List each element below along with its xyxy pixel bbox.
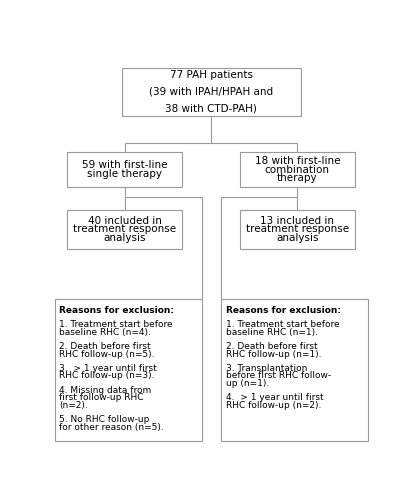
Text: 2. Death before first: 2. Death before first	[225, 342, 317, 351]
Text: 3.  > 1 year until first: 3. > 1 year until first	[59, 364, 157, 373]
Text: analysis: analysis	[276, 233, 318, 243]
Text: RHC follow-up (n=3).: RHC follow-up (n=3).	[59, 372, 155, 380]
Text: therapy: therapy	[277, 173, 318, 183]
Text: 1. Treatment start before: 1. Treatment start before	[59, 320, 173, 330]
Text: RHC follow-up (n=2).: RHC follow-up (n=2).	[225, 400, 321, 409]
FancyBboxPatch shape	[55, 298, 201, 441]
Text: Reasons for exclusion:: Reasons for exclusion:	[59, 306, 175, 314]
Text: 4. Missing data from: 4. Missing data from	[59, 386, 152, 395]
Text: RHC follow-up (n=1).: RHC follow-up (n=1).	[225, 350, 321, 358]
Text: 2. Death before first: 2. Death before first	[59, 342, 151, 351]
Text: 5. No RHC follow-up: 5. No RHC follow-up	[59, 416, 150, 424]
Text: 4.  > 1 year until first: 4. > 1 year until first	[225, 394, 323, 402]
Text: (n=2).: (n=2).	[59, 400, 88, 409]
FancyBboxPatch shape	[240, 210, 355, 248]
Text: baseline RHC (n=4).: baseline RHC (n=4).	[59, 328, 151, 336]
Text: single therapy: single therapy	[87, 169, 162, 179]
Text: for other reason (n=5).: for other reason (n=5).	[59, 422, 164, 432]
Text: Reasons for exclusion:: Reasons for exclusion:	[225, 306, 341, 314]
Text: 38 with CTD-PAH): 38 with CTD-PAH)	[165, 104, 257, 114]
Text: up (n=1).: up (n=1).	[225, 379, 269, 388]
Text: combination: combination	[265, 164, 330, 174]
Text: analysis: analysis	[104, 233, 146, 243]
FancyBboxPatch shape	[68, 152, 183, 187]
Text: 77 PAH patients: 77 PAH patients	[170, 70, 253, 80]
FancyBboxPatch shape	[240, 152, 355, 187]
FancyBboxPatch shape	[221, 298, 368, 441]
Text: 1. Treatment start before: 1. Treatment start before	[225, 320, 339, 330]
Text: 59 with first-line: 59 with first-line	[82, 160, 168, 170]
FancyBboxPatch shape	[122, 68, 301, 116]
Text: RHC follow-up (n=5).: RHC follow-up (n=5).	[59, 350, 155, 358]
Text: treatment response: treatment response	[73, 224, 176, 234]
Text: treatment response: treatment response	[246, 224, 349, 234]
Text: 3. Transplantation: 3. Transplantation	[225, 364, 307, 373]
Text: first follow-up RHC: first follow-up RHC	[59, 394, 144, 402]
Text: (39 with IPAH/HPAH and: (39 with IPAH/HPAH and	[149, 87, 273, 97]
Text: 18 with first-line: 18 with first-line	[255, 156, 340, 166]
FancyBboxPatch shape	[68, 210, 183, 248]
Text: 40 included in: 40 included in	[88, 216, 162, 226]
Text: 13 included in: 13 included in	[260, 216, 335, 226]
Text: baseline RHC (n=1).: baseline RHC (n=1).	[225, 328, 318, 336]
Text: before first RHC follow-: before first RHC follow-	[225, 372, 331, 380]
